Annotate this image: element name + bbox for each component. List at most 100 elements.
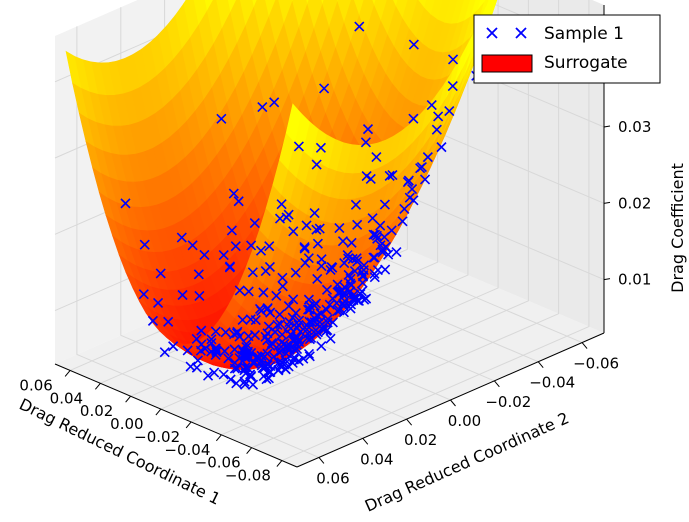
sample-point — [230, 241, 241, 252]
y-tick-mark — [581, 342, 588, 349]
sample-point — [293, 141, 304, 152]
sample-point — [312, 310, 323, 321]
sample-point — [256, 305, 267, 317]
sample-point — [155, 268, 166, 279]
sample-point — [163, 316, 174, 327]
sample-point — [419, 174, 431, 185]
sample-point — [350, 199, 361, 210]
sample-point — [206, 334, 217, 345]
sample-point — [291, 331, 302, 342]
sample-point — [299, 242, 310, 253]
sample-point — [199, 249, 210, 260]
sample-point — [256, 350, 267, 361]
x-tick-label: −0.08 — [225, 467, 271, 485]
surface-patch — [371, 0, 377, 7]
z-tick-mark — [603, 125, 611, 128]
sample-point — [322, 314, 333, 325]
sample-point — [262, 359, 273, 371]
sample-point — [209, 367, 220, 378]
sample-point — [229, 344, 240, 355]
sample-point — [192, 355, 203, 366]
sample-point — [242, 362, 253, 373]
sample-point — [264, 367, 275, 378]
sample-point — [159, 347, 170, 358]
sample-point — [314, 223, 325, 234]
sample-point — [386, 225, 397, 236]
sample-point — [334, 223, 345, 234]
sample-point — [397, 216, 408, 227]
sample-point — [301, 220, 312, 231]
grid-line-x — [251, 0, 560, 449]
z-tick-label: 0.01 — [618, 271, 651, 289]
sample-point — [176, 232, 187, 243]
sample-point — [387, 169, 398, 181]
sample-point — [321, 304, 332, 315]
sample-point — [315, 142, 326, 153]
sample-point — [234, 353, 245, 364]
sample-point — [271, 290, 282, 301]
sample-point — [274, 309, 285, 320]
legend-label-surrogate: Surrogate — [544, 53, 628, 73]
sample-point — [231, 378, 242, 389]
sample-point — [402, 176, 413, 188]
x-tick-mark — [246, 447, 253, 455]
y-tick-label: 0.00 — [448, 412, 481, 430]
sample-point — [231, 328, 242, 339]
sample-point — [120, 198, 131, 209]
sample-point — [152, 297, 164, 308]
sample-point — [168, 341, 179, 352]
sample-point — [177, 289, 188, 301]
surface-patch — [417, 0, 427, 9]
grid-line-x — [281, 0, 590, 462]
sample-point — [319, 83, 330, 94]
y-tick-mark — [493, 380, 500, 388]
sample-point — [325, 333, 336, 344]
sample-point — [316, 260, 327, 272]
sample-point — [262, 348, 273, 359]
x-tick-label: −0.06 — [195, 454, 241, 472]
sample-point — [242, 346, 253, 357]
sample-point — [249, 218, 260, 229]
sample-point — [337, 236, 349, 247]
x-tick-mark — [94, 382, 101, 390]
sample-point — [139, 239, 150, 250]
sample-point — [265, 307, 276, 318]
sample-point — [270, 326, 281, 338]
sample-point — [309, 208, 320, 219]
sample-point — [274, 213, 286, 224]
sample-point — [368, 252, 379, 263]
sample-point — [269, 97, 280, 108]
y-tick-label: −0.04 — [529, 374, 575, 392]
sample-point — [202, 370, 214, 381]
sample-point — [304, 351, 315, 362]
legend: Sample 1 Surrogate — [473, 14, 661, 84]
sample-point — [444, 106, 455, 117]
sample-point — [408, 39, 419, 50]
sample-point — [404, 192, 415, 203]
y-axis-ticks: 0.06 0.04 0.02 0.00−0.02−0.04−0.06 — [316, 342, 619, 487]
sample-point — [383, 249, 394, 260]
x-tick-label: −0.02 — [134, 428, 180, 446]
sample-point — [291, 339, 302, 351]
sample-point — [247, 379, 259, 390]
sample-point — [284, 343, 296, 354]
sample-point — [294, 315, 305, 326]
sample-point — [228, 188, 239, 199]
sample-point — [362, 124, 374, 135]
y-tick-label: 0.04 — [360, 450, 393, 468]
sample-point — [306, 317, 317, 328]
sample-point — [220, 327, 231, 338]
x-tick-mark — [64, 370, 71, 377]
y-tick-label: 0.02 — [404, 431, 437, 449]
sample-point — [379, 199, 390, 210]
sample-point — [219, 346, 230, 357]
sample-point — [408, 113, 419, 124]
sample-point — [247, 267, 258, 278]
sample-point — [260, 360, 271, 371]
sample-point — [245, 314, 256, 325]
sample-point — [345, 273, 356, 284]
grid-line-y — [76, 26, 320, 458]
sample-point — [367, 213, 378, 224]
